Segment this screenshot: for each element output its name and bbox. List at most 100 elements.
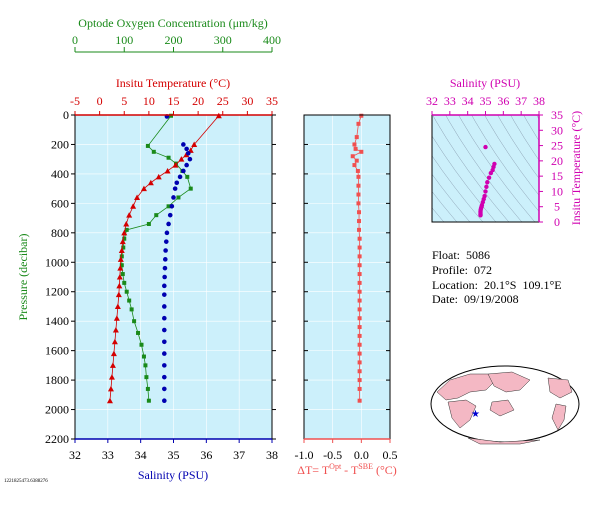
delta-point — [359, 113, 364, 118]
oxygen-tick-label: 300 — [214, 33, 232, 47]
temperature-point — [117, 265, 124, 271]
map-land-north-america — [547, 377, 573, 399]
salinity-point — [162, 363, 167, 368]
ts-point — [485, 180, 490, 185]
temperature-point — [115, 291, 122, 298]
temperature-axis: -5 0 5 10 15 20 25 30 35 — [70, 94, 278, 116]
oxygen-point — [139, 342, 144, 347]
delta-label-sup1: Opt — [329, 462, 342, 471]
salinity-tick-label: 33 — [102, 448, 114, 462]
map-land-asia — [487, 371, 531, 393]
oxygen-point — [120, 272, 125, 277]
temperature-point — [116, 282, 123, 289]
pressure-axis: 0 200 400 600 800 1000 1200 1400 1600 1800 2000 220… — [45, 108, 276, 446]
delta-tick-label: -1.0 — [295, 448, 314, 462]
salinity-tick-label: 38 — [266, 448, 278, 462]
delta-point — [356, 174, 361, 179]
delta-point — [357, 360, 362, 365]
salinity-point — [166, 221, 171, 227]
temperature-point — [155, 173, 162, 180]
delta-point — [357, 307, 362, 312]
temperature-point — [178, 156, 185, 162]
oxygen-point — [121, 245, 126, 250]
oxygen-point — [166, 155, 171, 160]
delta-profile-panel: -1.0 -0.5 0.0 0.5 ΔT= TOpt - TSBE (°C) — [295, 113, 398, 477]
salinity-tick-label: 37 — [233, 448, 245, 462]
ts-temperature-label: Insitu Temperature (°C) — [569, 111, 583, 225]
ts-point — [486, 175, 492, 180]
pressure-tick-label: 0 — [63, 108, 69, 122]
pressure-axis-label: Pressure (decibar) — [16, 234, 30, 321]
temperature-point — [126, 212, 133, 218]
ts-y-tick-label: 5 — [554, 200, 560, 214]
delta-point — [357, 210, 362, 215]
delta-point — [357, 272, 362, 277]
pressure-tick-label: 800 — [51, 226, 69, 240]
delta-point — [356, 192, 361, 197]
pressure-tick-label: 1800 — [45, 373, 69, 387]
delta-tick-label: 0.5 — [383, 448, 398, 462]
salinity-point — [162, 274, 167, 280]
ts-point — [483, 189, 488, 194]
temperature-point — [147, 179, 154, 186]
delta-point — [357, 236, 362, 241]
delta-tick-label: 0.0 — [354, 448, 369, 462]
oxygen-point — [154, 213, 159, 218]
salinity-tick-label: 34 — [135, 448, 147, 462]
ts-plot-background — [432, 115, 539, 222]
delta-point — [357, 333, 362, 338]
temperature-tick-label: 35 — [266, 94, 278, 108]
oxygen-point — [119, 263, 124, 268]
salinity-point — [163, 248, 168, 253]
salinity-point — [171, 195, 176, 200]
info-float: Float: 5086 — [432, 248, 491, 262]
delta-point — [357, 280, 362, 285]
salinity-point — [181, 142, 186, 147]
salinity-point — [169, 204, 175, 209]
info-profile: Profile: 072 — [432, 263, 492, 277]
delta-point — [357, 325, 362, 330]
temperature-point — [114, 303, 121, 309]
pressure-tick-label: 1200 — [45, 285, 69, 299]
temperature-tick-label: 10 — [143, 94, 155, 108]
salinity-point — [162, 386, 167, 392]
density-contour — [510, 115, 539, 161]
delta-point — [354, 158, 359, 163]
ts-y-tick-label: 25 — [551, 139, 563, 153]
main-series — [106, 112, 222, 404]
temperature-point — [109, 362, 116, 368]
temperature-point — [130, 203, 137, 209]
salinity-point — [162, 257, 168, 262]
salinity-point — [162, 283, 167, 289]
temperature-tick-label: 0 — [97, 94, 103, 108]
ts-x-tick-label: 32 — [426, 94, 438, 108]
delta-point — [357, 378, 362, 383]
ts-series — [478, 144, 497, 218]
salinity-point — [162, 398, 167, 404]
delta-series — [350, 113, 364, 403]
salinity-axis: 32 33 34 35 36 37 38 — [69, 438, 278, 462]
ts-y-tick-label: 10 — [551, 184, 563, 198]
temperature-point — [172, 162, 179, 168]
pressure-tick-label: 2000 — [45, 403, 69, 417]
salinity-point — [162, 265, 168, 271]
info-location: Location: 20.1°S 109.1°E — [432, 278, 562, 292]
temperature-tick-label: -5 — [70, 94, 80, 108]
oxygen-point — [166, 204, 171, 209]
map-land-eurasia-west — [436, 373, 495, 401]
pressure-tick-label: 1600 — [45, 344, 69, 358]
salinity-point — [162, 304, 167, 309]
delta-point — [354, 135, 359, 140]
map-land-africa — [447, 399, 477, 429]
float-location-marker: ★ — [471, 409, 480, 420]
delta-tick-label: -0.5 — [323, 448, 342, 462]
temperature-tick-label: 30 — [241, 94, 253, 108]
salinity-point — [167, 212, 173, 218]
world-map: ★ — [430, 365, 580, 445]
delta-point — [352, 142, 357, 147]
delta-label-mid: - T — [341, 463, 359, 477]
temperature-point — [183, 151, 190, 158]
ts-salinity-axis: 32 33 34 35 36 37 38 — [426, 94, 545, 116]
temperature-point — [110, 350, 117, 357]
